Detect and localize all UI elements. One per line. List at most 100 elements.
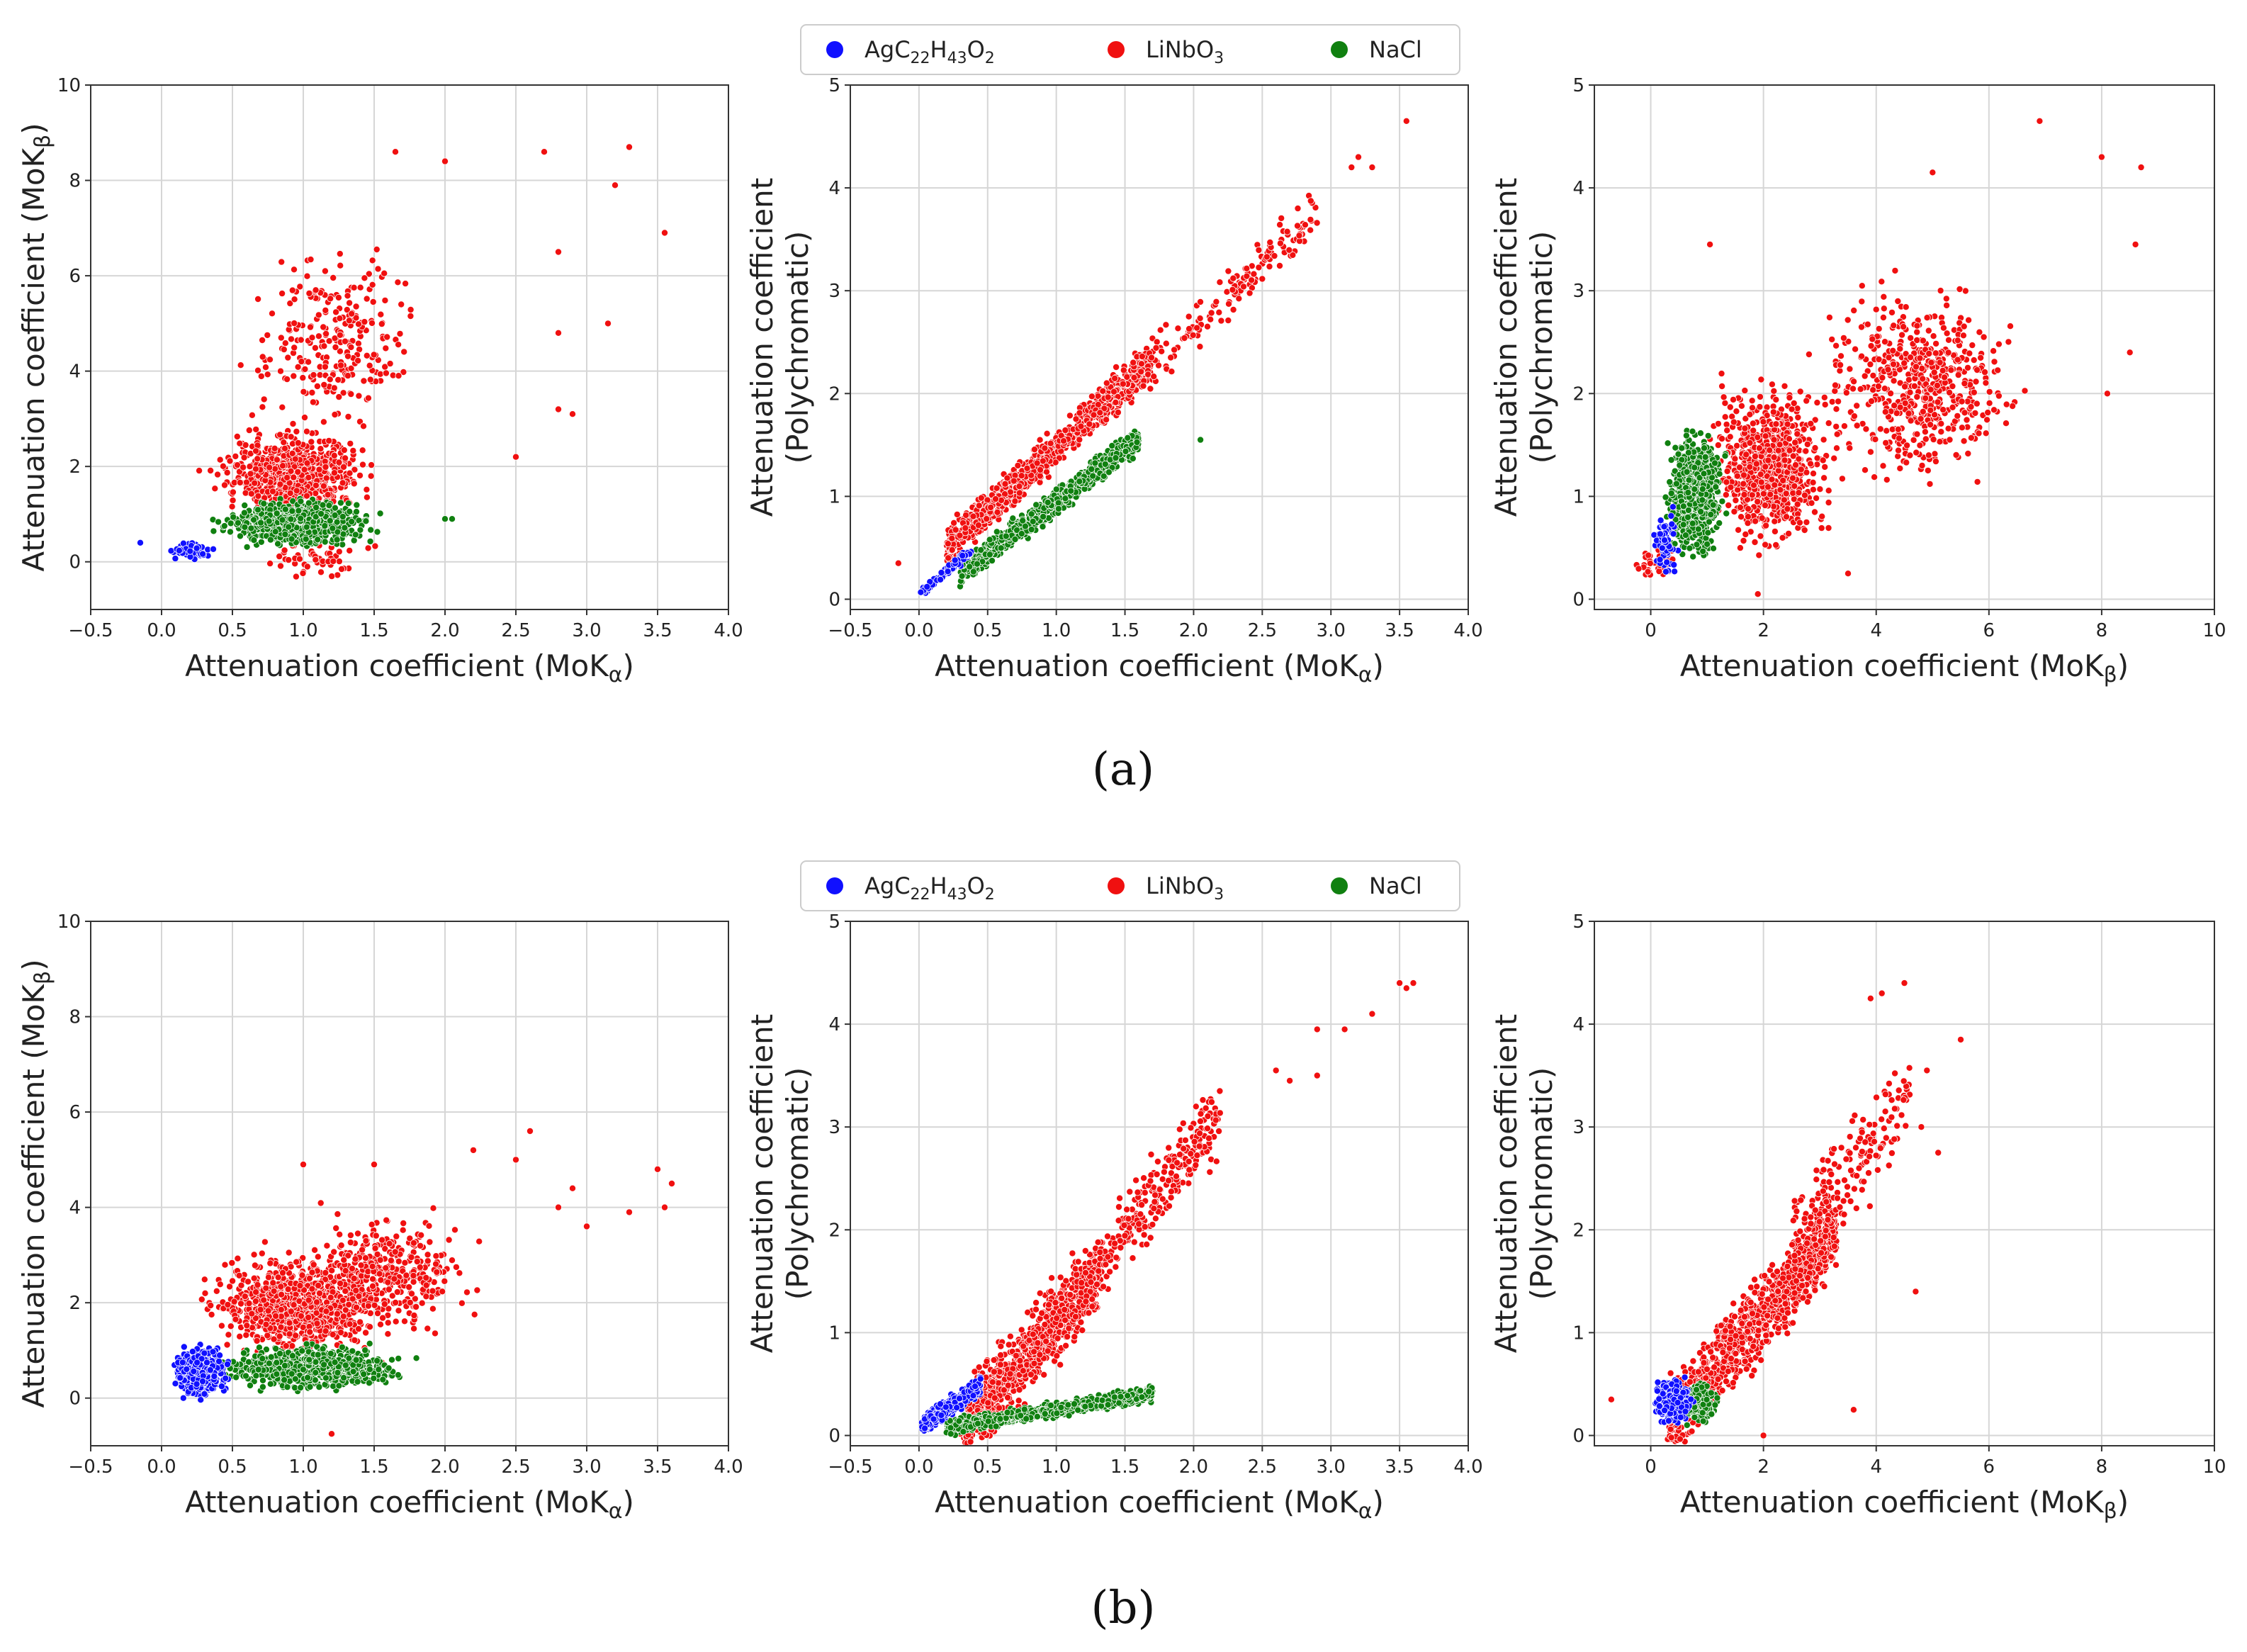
data-point <box>333 518 341 526</box>
data-point <box>993 528 1001 536</box>
x-tick-label: 3.5 <box>1385 620 1414 641</box>
data-point <box>1044 498 1052 506</box>
data-point <box>1781 382 1789 390</box>
data-point <box>992 495 1000 503</box>
data-point <box>1789 474 1796 482</box>
data-point <box>1726 403 1734 411</box>
data-point <box>1872 305 1880 313</box>
x-tick-label: 2.5 <box>1248 620 1277 641</box>
data-point <box>368 461 376 469</box>
data-point <box>303 459 311 467</box>
data-point <box>319 501 327 509</box>
data-point <box>305 358 312 366</box>
data-point <box>330 274 337 281</box>
data-point <box>1001 480 1009 488</box>
data-point <box>1836 367 1844 375</box>
data-point <box>287 433 295 441</box>
data-point <box>276 431 284 439</box>
data-point <box>1770 436 1778 444</box>
data-point <box>1805 350 1813 358</box>
data-point <box>320 418 327 426</box>
data-point <box>352 303 360 310</box>
data-point <box>1061 427 1069 434</box>
data-point <box>311 344 319 352</box>
data-point <box>1825 499 1832 507</box>
data-point <box>1791 461 1799 469</box>
data-point <box>661 229 669 237</box>
data-point <box>1788 405 1796 413</box>
data-point <box>312 286 320 294</box>
data-point <box>278 258 286 266</box>
data-point <box>1932 339 1940 347</box>
data-point <box>329 524 337 532</box>
legend-marker <box>1108 41 1125 58</box>
data-point <box>290 473 298 481</box>
data-point <box>246 463 254 471</box>
data-point <box>251 479 259 487</box>
data-point <box>355 392 363 400</box>
data-point <box>242 478 250 486</box>
data-point <box>366 537 374 545</box>
data-point <box>344 372 351 380</box>
data-point <box>1749 420 1757 427</box>
data-point <box>207 467 215 475</box>
data-point <box>1204 322 1212 330</box>
data-point <box>1229 305 1237 313</box>
data-point <box>381 269 388 277</box>
data-point <box>953 510 961 518</box>
data-point <box>1015 483 1023 490</box>
data-point <box>271 528 279 536</box>
data-point <box>332 308 340 316</box>
data-point <box>331 512 339 519</box>
data-point <box>1723 427 1731 434</box>
data-point <box>257 519 265 527</box>
data-point <box>1770 387 1778 395</box>
data-point <box>283 376 291 383</box>
data-point <box>1769 408 1777 416</box>
data-point <box>1825 487 1832 495</box>
data-point <box>1130 373 1138 381</box>
data-point <box>324 491 332 499</box>
data-point <box>269 488 276 495</box>
data-point <box>288 507 296 515</box>
data-point <box>1796 519 1803 527</box>
legend-label: NaCl <box>1369 872 1422 899</box>
data-point <box>1740 471 1747 479</box>
data-point <box>240 463 247 471</box>
data-point <box>257 372 265 380</box>
data-point <box>1156 326 1164 334</box>
series-LiNbO3 <box>1633 117 2145 598</box>
data-point <box>1801 527 1808 534</box>
data-point <box>1924 466 1932 474</box>
data-point <box>993 508 1001 516</box>
data-point <box>344 413 352 421</box>
data-point <box>1307 215 1314 223</box>
data-point <box>400 348 408 356</box>
data-point <box>1744 519 1752 527</box>
data-point <box>295 507 303 515</box>
data-point <box>350 283 358 291</box>
data-point <box>441 157 449 165</box>
data-point <box>987 503 995 511</box>
data-point <box>1197 298 1205 305</box>
data-point <box>1181 334 1188 342</box>
data-point <box>277 334 285 342</box>
data-point <box>1738 402 1745 410</box>
data-point <box>1052 485 1060 493</box>
data-point <box>1212 298 1220 305</box>
data-point <box>1755 444 1763 452</box>
data-point <box>1820 436 1828 444</box>
data-point <box>341 524 349 532</box>
data-point <box>303 492 310 500</box>
data-point <box>1754 498 1762 505</box>
data-point <box>342 454 349 462</box>
data-point <box>336 315 344 322</box>
data-point <box>280 346 288 354</box>
data-point <box>1171 346 1178 354</box>
data-point <box>281 505 289 513</box>
y-tick-label: 5 <box>828 75 840 96</box>
data-point <box>1100 472 1108 480</box>
data-point <box>1810 508 1818 516</box>
data-point <box>1090 411 1098 419</box>
